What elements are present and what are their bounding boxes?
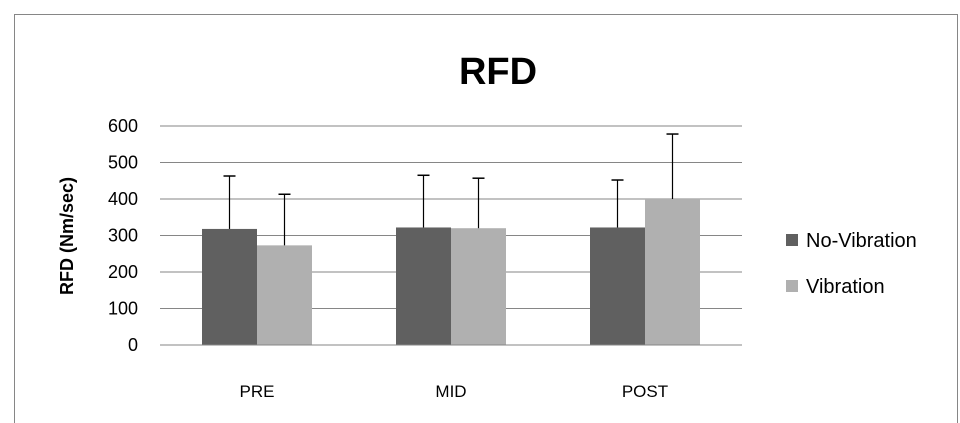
bar-no-vibration bbox=[202, 228, 257, 345]
y-tick-label: 100 bbox=[108, 299, 138, 319]
legend-swatch bbox=[786, 280, 798, 292]
y-axis-label: RFD (Nm/sec) bbox=[57, 177, 77, 295]
bar-vibration bbox=[645, 199, 700, 345]
error-bars bbox=[223, 133, 679, 246]
legend-label: Vibration bbox=[806, 276, 885, 298]
legend: No-Vibration Vibration bbox=[786, 230, 917, 298]
y-tick-label: 400 bbox=[108, 189, 138, 209]
y-tick-label: 600 bbox=[108, 116, 138, 136]
y-tick-label: 0 bbox=[128, 335, 138, 355]
bar-no-vibration bbox=[590, 227, 645, 345]
chart-title: RFD bbox=[459, 51, 537, 93]
bars bbox=[202, 199, 700, 345]
y-tick-label: 200 bbox=[108, 262, 138, 282]
y-tick-label: 500 bbox=[108, 153, 138, 173]
legend-swatch bbox=[786, 234, 798, 246]
category-label: POST bbox=[622, 382, 668, 401]
y-tick-labels: 0 100 200 300 400 500 600 bbox=[108, 116, 138, 355]
chart-frame bbox=[14, 14, 958, 423]
category-label: PRE bbox=[240, 382, 275, 401]
legend-label: No-Vibration bbox=[806, 230, 917, 252]
category-labels: PRE MID POST bbox=[240, 382, 669, 401]
bar-vibration bbox=[451, 228, 506, 345]
y-tick-label: 300 bbox=[108, 226, 138, 246]
category-label: MID bbox=[435, 382, 466, 401]
bar-no-vibration bbox=[396, 227, 451, 345]
bar-vibration bbox=[257, 245, 312, 345]
